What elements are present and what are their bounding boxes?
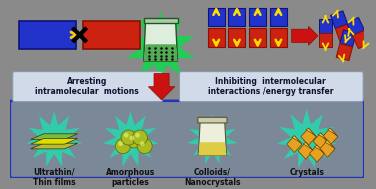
Polygon shape xyxy=(318,133,328,141)
FancyArrow shape xyxy=(291,26,318,45)
Polygon shape xyxy=(323,128,338,145)
Circle shape xyxy=(124,133,129,138)
Polygon shape xyxy=(313,133,328,150)
Bar xyxy=(270,8,287,26)
Text: Arresting
intramolecular  motions: Arresting intramolecular motions xyxy=(35,77,139,96)
Polygon shape xyxy=(144,22,177,61)
Polygon shape xyxy=(309,145,324,162)
Circle shape xyxy=(140,141,145,146)
Bar xyxy=(249,28,266,47)
Polygon shape xyxy=(277,109,337,168)
Polygon shape xyxy=(319,33,332,47)
FancyBboxPatch shape xyxy=(198,117,227,123)
Polygon shape xyxy=(30,139,78,144)
Bar xyxy=(208,8,225,26)
Polygon shape xyxy=(298,142,313,159)
Bar xyxy=(270,28,287,47)
Circle shape xyxy=(137,139,152,154)
Circle shape xyxy=(132,130,147,145)
FancyBboxPatch shape xyxy=(10,101,364,178)
Circle shape xyxy=(129,136,134,140)
Polygon shape xyxy=(292,136,302,144)
Bar xyxy=(19,21,76,49)
Polygon shape xyxy=(340,30,356,47)
Text: Colloids/
Nanocrystals: Colloids/ Nanocrystals xyxy=(184,168,241,187)
Circle shape xyxy=(115,139,130,154)
FancyBboxPatch shape xyxy=(179,72,363,102)
Bar xyxy=(208,28,225,47)
FancyArrow shape xyxy=(149,74,175,100)
Polygon shape xyxy=(30,143,78,149)
Text: Amorphous
particles: Amorphous particles xyxy=(106,168,155,187)
Polygon shape xyxy=(327,128,338,137)
Polygon shape xyxy=(287,136,302,153)
Bar xyxy=(229,28,246,47)
Polygon shape xyxy=(335,24,353,42)
Circle shape xyxy=(118,141,123,146)
Bar xyxy=(249,8,266,26)
Polygon shape xyxy=(325,140,335,149)
Polygon shape xyxy=(306,128,316,137)
Polygon shape xyxy=(331,11,348,29)
FancyBboxPatch shape xyxy=(13,72,162,102)
FancyBboxPatch shape xyxy=(144,18,177,23)
Polygon shape xyxy=(144,44,177,61)
Polygon shape xyxy=(198,142,227,156)
Polygon shape xyxy=(103,111,158,167)
Circle shape xyxy=(121,130,136,145)
Circle shape xyxy=(135,133,140,138)
Polygon shape xyxy=(30,134,78,139)
Text: Crystals: Crystals xyxy=(289,168,324,177)
Polygon shape xyxy=(319,19,332,33)
Polygon shape xyxy=(187,114,238,164)
Bar xyxy=(83,21,140,49)
Polygon shape xyxy=(301,128,316,145)
Text: Inhibiting  intermolecular
interactions /energy transfer: Inhibiting intermolecular interactions /… xyxy=(208,77,334,96)
Polygon shape xyxy=(352,30,370,49)
Polygon shape xyxy=(26,111,82,167)
Polygon shape xyxy=(198,121,227,156)
Polygon shape xyxy=(320,140,335,157)
Bar xyxy=(229,8,246,26)
Polygon shape xyxy=(336,43,353,61)
Polygon shape xyxy=(347,17,364,36)
Polygon shape xyxy=(314,145,324,154)
Text: Ultrathin/
Thin films: Ultrathin/ Thin films xyxy=(33,168,76,187)
Polygon shape xyxy=(303,142,313,151)
Polygon shape xyxy=(127,11,195,83)
Circle shape xyxy=(127,133,142,148)
